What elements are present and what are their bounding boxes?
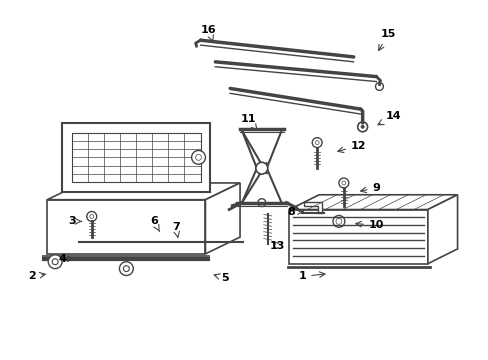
- Text: 14: 14: [377, 111, 400, 125]
- Text: 11: 11: [240, 114, 257, 130]
- Circle shape: [360, 125, 364, 129]
- Polygon shape: [304, 202, 322, 213]
- Text: 15: 15: [378, 29, 395, 50]
- Polygon shape: [289, 195, 457, 210]
- Text: 2: 2: [28, 271, 45, 282]
- Text: 1: 1: [298, 271, 325, 282]
- Circle shape: [119, 262, 133, 275]
- Polygon shape: [427, 195, 457, 264]
- Text: 12: 12: [337, 140, 366, 153]
- Circle shape: [191, 150, 205, 164]
- Text: 13: 13: [269, 241, 285, 251]
- Text: 6: 6: [150, 216, 159, 231]
- Polygon shape: [47, 200, 205, 254]
- Text: 7: 7: [172, 222, 179, 238]
- Polygon shape: [47, 183, 240, 200]
- Text: 8: 8: [287, 207, 303, 216]
- Text: 5: 5: [214, 274, 228, 283]
- Polygon shape: [62, 123, 210, 192]
- Text: 3: 3: [68, 216, 81, 226]
- Circle shape: [48, 255, 62, 269]
- Circle shape: [255, 162, 267, 174]
- Text: 10: 10: [355, 220, 384, 230]
- Text: 9: 9: [360, 183, 380, 193]
- Text: 4: 4: [58, 254, 73, 264]
- Polygon shape: [205, 183, 240, 254]
- Text: 16: 16: [200, 25, 216, 41]
- Polygon shape: [289, 210, 427, 264]
